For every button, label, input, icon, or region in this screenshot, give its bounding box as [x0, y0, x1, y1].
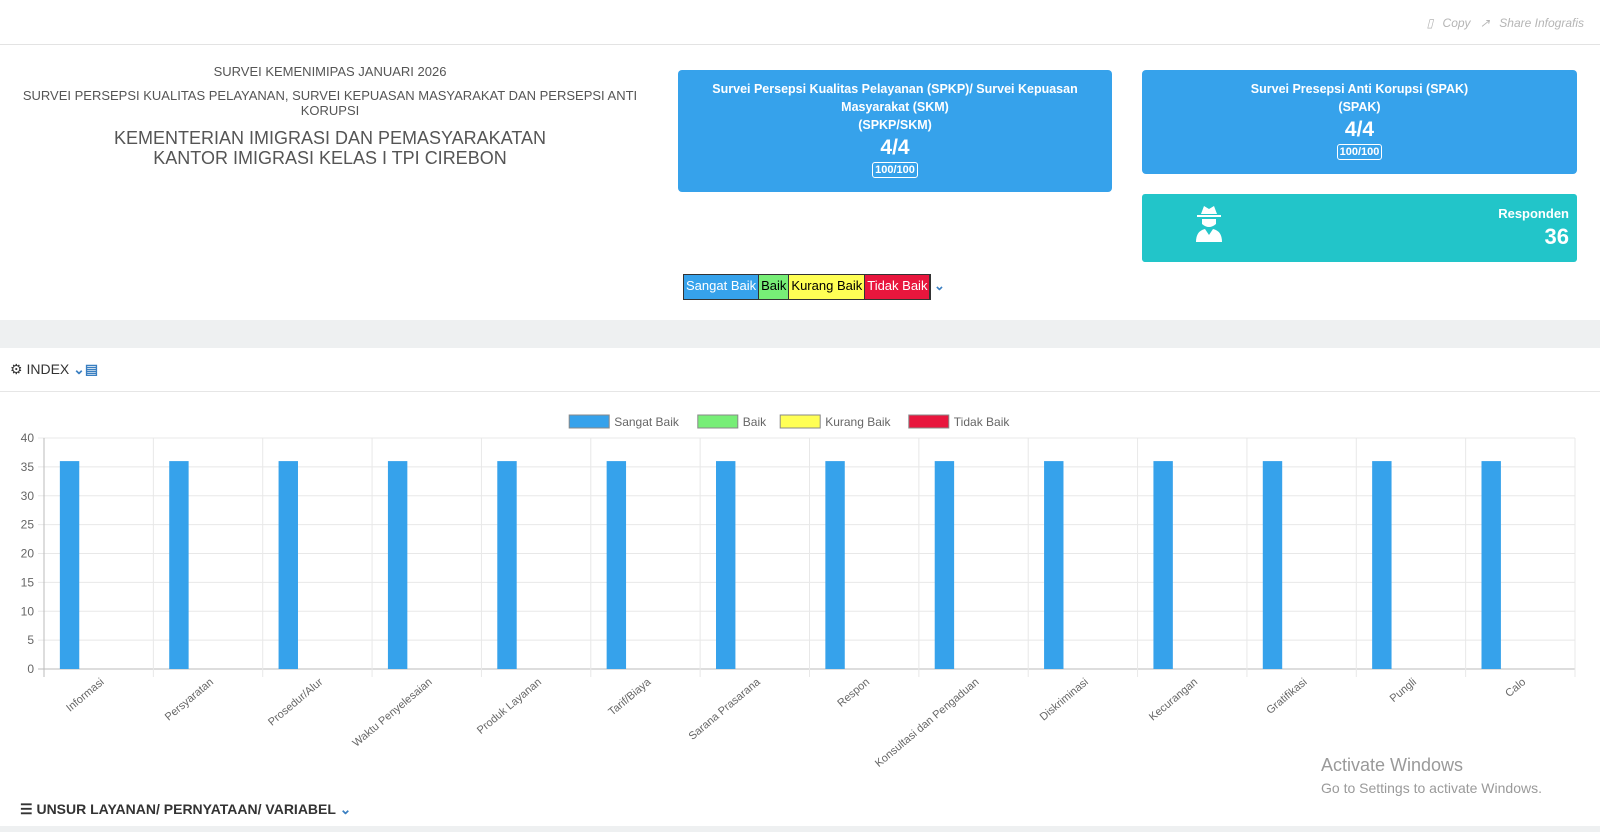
legend-swatch: [779, 414, 821, 429]
index-toggle[interactable]: ⌄▤: [73, 361, 99, 377]
bar: [1262, 461, 1283, 669]
x-tick-label: Prosedur/Alur: [266, 676, 325, 729]
scale-toggle[interactable]: ⌄: [934, 278, 945, 293]
bar: [1372, 461, 1392, 669]
footer-title: UNSUR LAYANAN/ PERNYATAAN/ VARIABEL: [36, 801, 336, 817]
legend-label: Kurang Baik: [825, 415, 891, 429]
y-tick-label: 40: [21, 431, 35, 445]
y-tick-label: 20: [21, 547, 35, 561]
share-label[interactable]: Share Infografis: [1499, 16, 1584, 30]
card-title: Survei Presepsi Anti Korupsi (SPAK): [1250, 82, 1469, 96]
divider: [0, 391, 1600, 392]
footer-toggle[interactable]: ⌄: [339, 801, 352, 817]
y-tick-label: 10: [21, 604, 35, 618]
respondents-value: 36: [1544, 224, 1569, 249]
bar: [1153, 461, 1173, 669]
scale-item: Tidak Baik: [865, 275, 931, 299]
legend-label: Sangat Baik: [614, 415, 680, 429]
share-button[interactable]: ↗ Share Infografis: [1479, 16, 1584, 30]
x-tick-label: Waktu Penyelesaian: [350, 676, 434, 749]
x-tick-label: Pungli: [1388, 676, 1419, 705]
card-index: 100/100: [1336, 144, 1383, 160]
scale-item: Baik: [759, 275, 790, 299]
bar: [169, 461, 189, 669]
y-tick-label: 35: [21, 460, 35, 474]
y-tick-label: 25: [21, 518, 35, 532]
bar: [497, 461, 517, 669]
y-tick-label: 15: [21, 575, 35, 589]
y-tick-label: 30: [21, 489, 35, 503]
index-header[interactable]: ⚙ INDEX ⌄▤: [10, 361, 99, 377]
user-secret-icon: [1196, 206, 1222, 242]
respondents-label: Responden: [1498, 206, 1569, 221]
org-name: KEMENTERIAN IMIGRASI DAN PEMASYARAKATAN: [113, 128, 547, 148]
card-score: 4/4: [880, 136, 910, 159]
legend-swatch: [908, 414, 950, 429]
card-code: (SPKP/SKM): [858, 118, 932, 132]
bar: [387, 461, 408, 669]
survey-subtitle: SURVEI PERSEPSI KUALITAS PELAYANAN, SURV…: [22, 88, 638, 118]
x-tick-label: Informasi: [64, 676, 106, 714]
y-tick-label: 0: [27, 662, 34, 676]
bar: [934, 461, 955, 669]
x-tick-label: Konsultasi dan Pengaduan: [873, 676, 981, 770]
card-title: Survei Persepsi Kualitas Pelayanan (SPKP…: [712, 82, 1078, 114]
spak-card: Survei Presepsi Anti Korupsi (SPAK) (SPA…: [1142, 70, 1577, 174]
scale-legend: Sangat Baik Baik Kurang Baik Tidak Baik: [683, 274, 932, 300]
office-name: KANTOR IMIGRASI KELAS I TPI CIREBON: [153, 148, 507, 168]
x-tick-label: Kecurangan: [1147, 676, 1200, 723]
x-tick-label: Gratifikasi: [1264, 676, 1309, 717]
copy-label[interactable]: Copy: [1442, 16, 1471, 30]
scale-item: Kurang Baik: [789, 275, 866, 299]
card-index: 100/100: [872, 162, 918, 178]
footer[interactable]: ☰ UNSUR LAYANAN/ PERNYATAAN/ VARIABEL ⌄: [20, 801, 352, 817]
x-tick-label: Diskriminasi: [1038, 676, 1091, 723]
bar: [1481, 461, 1501, 669]
watermark-subtitle: Go to Settings to activate Windows.: [1321, 780, 1542, 796]
legend-swatch: [568, 414, 610, 429]
x-tick-label: Persyaratan: [163, 676, 216, 723]
bar: [278, 461, 298, 669]
chart: Sangat Baik Baik Kurang Baik Tidak Baik 0 5 10…: [21, 414, 1576, 770]
bar: [59, 461, 80, 669]
bar: [825, 461, 845, 669]
x-tick-label: Respon: [835, 676, 872, 710]
bar: [606, 461, 627, 669]
top-bar: [0, 0, 1600, 45]
scale-item: Sangat Baik: [684, 275, 760, 299]
legend-label: Baik: [743, 415, 767, 429]
toolbar: ▯ Copy ↗ Share Infografis: [1421, 16, 1584, 30]
spkp-card: Survei Persepsi Kualitas Pelayanan (SPKP…: [678, 70, 1112, 192]
legend-swatch: [697, 414, 739, 429]
x-tick-label: Produk Layanan: [475, 676, 544, 737]
y-tick-label: 5: [27, 633, 34, 647]
x-tick-label: Sarana Prasarana: [687, 676, 764, 743]
x-tick-label: Calo: [1503, 676, 1528, 700]
watermark-title: Activate Windows: [1321, 755, 1464, 775]
bar: [715, 461, 736, 669]
bar: [1044, 461, 1064, 669]
x-tick-label: Tarif/Biaya: [606, 676, 654, 719]
card-code: (SPAK): [1338, 100, 1381, 114]
card-score: 4/4: [1344, 118, 1375, 141]
respondents-card: Responden 36: [1142, 194, 1577, 262]
legend-label: Tidak Baik: [954, 415, 1011, 429]
copy-button[interactable]: ▯ Copy: [1426, 16, 1471, 30]
watermark: Activate Windows Go to Settings to activ…: [1321, 755, 1542, 796]
index-title: INDEX: [26, 361, 70, 377]
survey-title: SURVEI KEMENIMIPAS JANUARI 2026: [213, 64, 447, 79]
